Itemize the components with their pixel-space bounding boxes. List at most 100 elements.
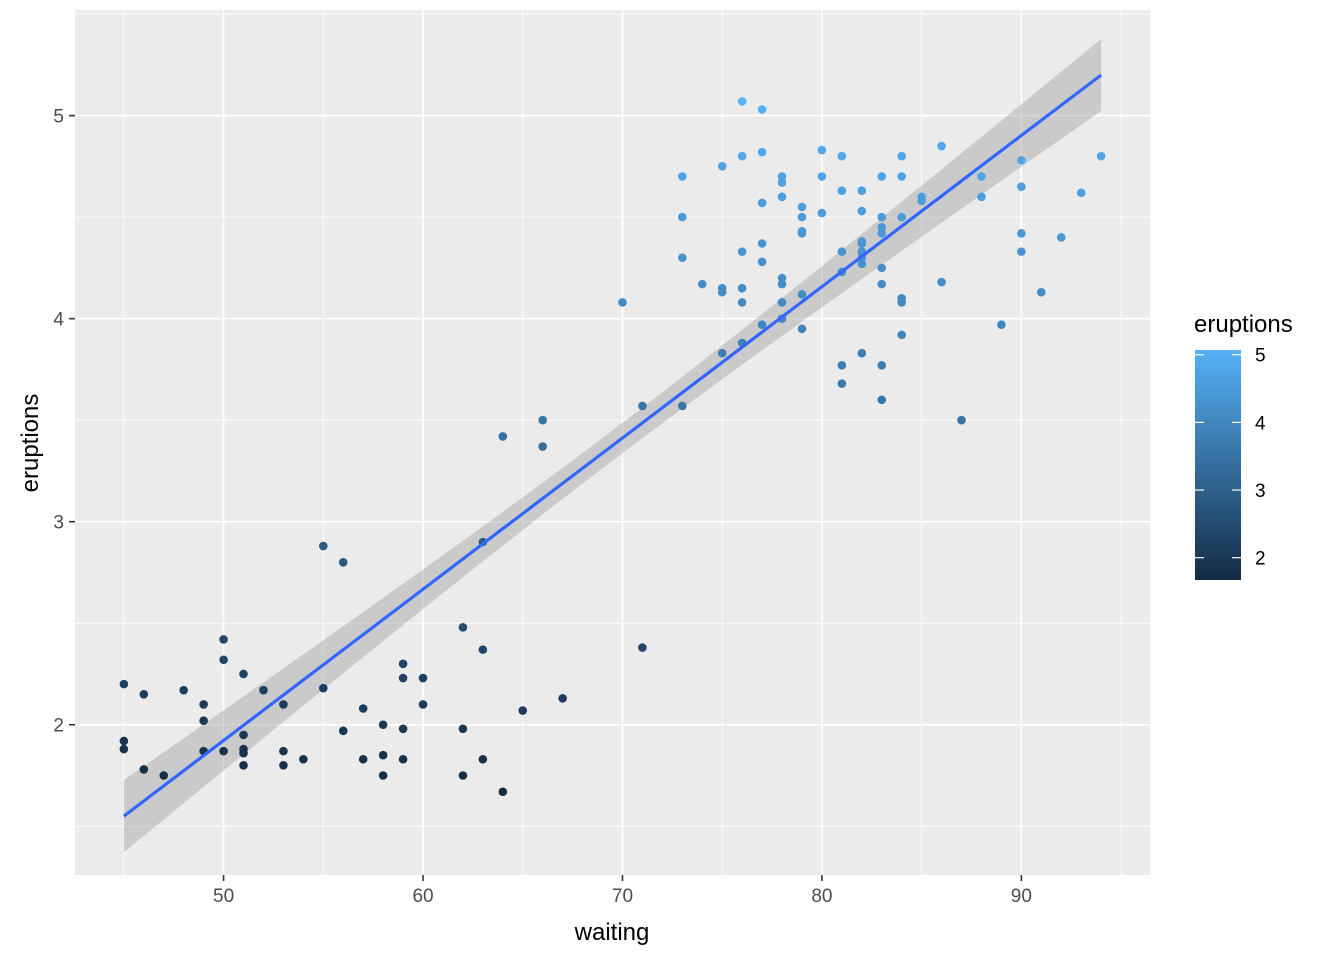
data-point (638, 643, 647, 652)
data-point (977, 172, 986, 181)
data-point (319, 541, 328, 551)
data-point (398, 673, 408, 683)
data-point (837, 379, 847, 388)
data-point (897, 298, 906, 307)
data-point (877, 395, 887, 405)
data-point (777, 279, 787, 289)
data-point (777, 298, 787, 307)
data-point (1096, 151, 1106, 161)
data-point (338, 558, 348, 567)
data-point (119, 736, 129, 746)
data-point (478, 645, 488, 654)
data-point (199, 716, 208, 725)
data-point (837, 151, 847, 161)
data-point (398, 724, 408, 734)
panel-background (75, 10, 1150, 875)
data-point (1037, 287, 1046, 297)
data-point (518, 706, 528, 715)
y-tick-label: 4 (53, 310, 64, 331)
data-point (757, 257, 767, 267)
data-point (458, 622, 468, 632)
data-point (338, 726, 348, 736)
data-point (418, 700, 428, 709)
y-tick-label: 3 (53, 513, 64, 534)
fit-line (122, 73, 1103, 818)
data-point (239, 748, 248, 758)
data-point (797, 202, 807, 212)
data-point (618, 298, 627, 307)
data-point (558, 694, 567, 703)
data-point (398, 659, 408, 669)
data-point (279, 761, 288, 770)
data-point (877, 222, 887, 232)
data-point (219, 746, 228, 756)
data-point (757, 198, 767, 208)
data-point (239, 761, 248, 770)
data-point (737, 247, 747, 256)
data-point (478, 754, 488, 764)
y-tick-label: 5 (53, 107, 64, 128)
data-point (737, 151, 747, 161)
data-point (697, 279, 707, 289)
data-point (299, 754, 308, 764)
data-point (678, 401, 687, 411)
legend: eruptions 2 3 4 5 (1194, 311, 1293, 580)
data-point (717, 287, 727, 297)
data-point (817, 208, 827, 218)
data-point (877, 263, 887, 273)
data-point (917, 196, 926, 206)
data-point (139, 765, 149, 774)
data-point (159, 771, 169, 780)
data-point (239, 730, 248, 740)
data-point (937, 141, 946, 151)
data-point (239, 669, 248, 679)
data-point (717, 348, 727, 358)
data-point (897, 212, 906, 222)
data-point (897, 330, 906, 340)
data-point (857, 239, 867, 248)
data-point (837, 247, 847, 256)
legend-ticks: 2 3 4 5 (1195, 346, 1266, 570)
data-point (418, 673, 428, 683)
data-point (997, 320, 1006, 330)
data-point (817, 145, 827, 155)
data-point (877, 279, 887, 289)
x-tick-label: 60 (412, 886, 433, 907)
data-point (1017, 182, 1026, 191)
data-point (797, 289, 807, 299)
data-point (737, 97, 747, 106)
data-point (777, 192, 787, 202)
data-point (937, 277, 946, 287)
data-point (1056, 233, 1066, 242)
data-point (817, 172, 827, 181)
data-point (877, 229, 887, 238)
data-point (319, 683, 328, 693)
data-point (199, 700, 208, 709)
data-point (139, 689, 149, 699)
data-point (638, 401, 647, 411)
legend-tick-label: 2 (1255, 549, 1266, 570)
data-point (757, 320, 767, 330)
data-point (358, 704, 368, 713)
x-axis-title: waiting (574, 919, 650, 946)
legend-tick-label: 3 (1255, 481, 1266, 502)
data-point (777, 273, 787, 283)
x-tick-label: 90 (1011, 886, 1032, 907)
data-point (678, 212, 687, 222)
data-point (857, 348, 867, 358)
legend-tick-label: 4 (1255, 413, 1266, 434)
x-tick-label: 50 (213, 886, 234, 907)
data-point (977, 192, 986, 202)
data-point (378, 771, 388, 780)
data-point (897, 151, 906, 161)
fit-line-group (122, 73, 1103, 818)
data-point (219, 655, 228, 665)
data-point (737, 283, 747, 293)
data-point (757, 105, 767, 114)
data-point (797, 212, 807, 222)
data-point (877, 172, 887, 181)
data-point (957, 415, 966, 425)
data-point (797, 324, 807, 334)
data-point (538, 415, 547, 425)
